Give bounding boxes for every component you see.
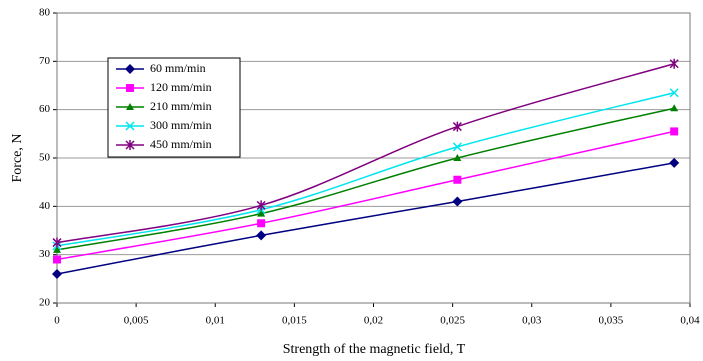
marker [669, 157, 680, 168]
marker [669, 88, 679, 98]
x-tick-label: 0,005 [124, 315, 149, 327]
marker [256, 230, 267, 241]
legend-label: 120 mm/min [150, 80, 212, 94]
y-tick-label: 60 [39, 103, 51, 115]
x-tick-label: 0,025 [440, 315, 465, 327]
x-tick-label: 0,015 [282, 315, 307, 327]
marker [452, 142, 462, 152]
marker [452, 196, 463, 207]
legend-marker [126, 84, 134, 92]
x-tick-label: 0,01 [206, 315, 225, 327]
legend-marker [125, 140, 135, 150]
series-line [56, 107, 675, 251]
y-tick-label: 40 [39, 200, 51, 212]
marker [256, 200, 266, 211]
legend-marker [125, 121, 135, 131]
marker [52, 237, 62, 248]
y-tick-label: 20 [39, 297, 51, 309]
x-axis-title: Strength of the magnetic field, T [283, 342, 466, 357]
x-tick-label: 0,02 [364, 315, 383, 327]
marker [52, 269, 62, 279]
x-tick-label: 0,04 [680, 315, 700, 327]
marker [53, 245, 61, 253]
y-axis-title: Force, N [10, 134, 25, 183]
legend-label: 210 mm/min [150, 99, 212, 113]
marker [257, 219, 266, 228]
legend-marker [126, 103, 134, 110]
marker [670, 127, 679, 136]
series-line [56, 130, 675, 261]
y-tick-label: 30 [39, 248, 51, 260]
marker [452, 121, 462, 132]
legend-label: 450 mm/min [150, 137, 212, 151]
legend-marker [125, 64, 135, 74]
plot-frame [56, 12, 691, 304]
y-tick-label: 50 [39, 152, 51, 164]
marker [453, 175, 462, 184]
legend-label: 300 mm/min [150, 118, 212, 132]
x-tick-label: 0 [54, 315, 60, 327]
marker [669, 58, 679, 69]
series-line [56, 63, 675, 244]
marker [670, 104, 679, 112]
x-tick-label: 0,035 [599, 315, 624, 327]
x-tick-label: 0,03 [522, 315, 542, 327]
series-line [56, 92, 675, 247]
y-tick-label: 70 [39, 55, 51, 67]
marker [257, 209, 266, 217]
series-line [56, 162, 675, 275]
marker [453, 154, 462, 161]
legend-label: 60 mm/min [150, 61, 206, 75]
marker [53, 255, 61, 264]
y-tick-label: 80 [39, 7, 51, 19]
